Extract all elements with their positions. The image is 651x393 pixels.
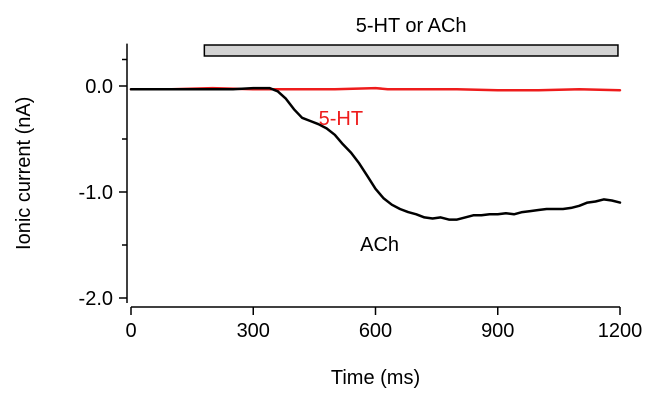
series-annotation-5-ht: 5-HT (319, 108, 363, 130)
series-lines (129, 86, 622, 221)
series-annotations: 5-HT ACh (319, 108, 399, 256)
series-line-ach (129, 86, 622, 221)
series-annotation-ach: ACh (360, 234, 399, 256)
x-tick-label: 600 (359, 320, 392, 342)
application-bar (203, 44, 619, 57)
application-bar-group: 5-HT or ACh (203, 15, 619, 57)
y-axis-label: Ionic current (nA) (13, 97, 35, 250)
x-tick-label: 300 (237, 320, 270, 342)
x-axis-label: Time (ms) (331, 367, 420, 389)
x-axis-ticks: 0 300 600 900 1200 (125, 307, 642, 342)
axes: 0.0 -1.0 -2.0 0 300 600 900 1200 Time (ms) Ion… (13, 43, 642, 389)
y-tick-label: 0.0 (85, 76, 113, 98)
y-tick-label: -1.0 (79, 182, 113, 204)
x-tick-label: 0 (125, 320, 136, 342)
x-tick-label: 1200 (598, 320, 643, 342)
x-tick-label: 900 (481, 320, 514, 342)
y-axis-ticks: 0.0 -1.0 -2.0 (79, 58, 127, 310)
y-tick-label: -2.0 (79, 288, 113, 310)
application-bar-label: 5-HT or ACh (356, 15, 467, 37)
